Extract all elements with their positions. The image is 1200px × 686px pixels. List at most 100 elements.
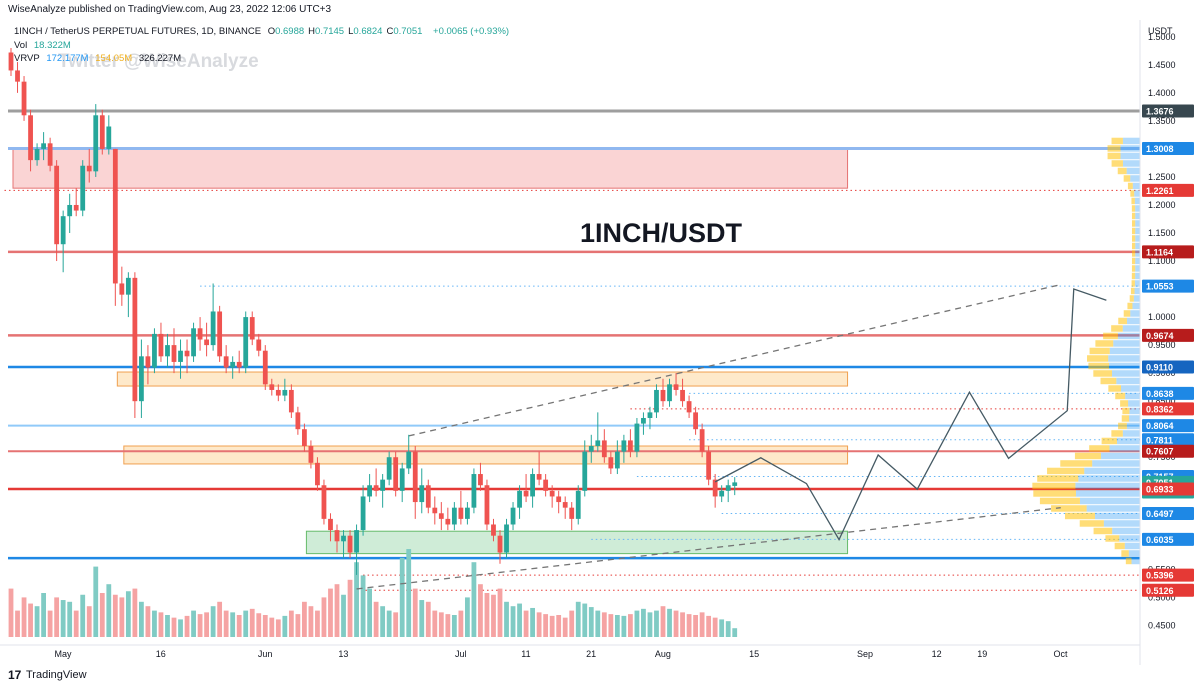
- legend-change: +0.0065 (+0.93%): [433, 26, 510, 37]
- vrvp-up-bar: [1135, 265, 1140, 272]
- price-label-bg: [1142, 279, 1194, 293]
- price-label-bg: [1142, 141, 1194, 155]
- candle-body: [517, 490, 522, 508]
- candle-body: [288, 389, 294, 413]
- time-tick-label: Sep: [857, 649, 873, 659]
- volume-bar: [341, 594, 346, 637]
- price-axis-bg: [1140, 20, 1200, 665]
- time-tick-label: 12: [932, 649, 942, 659]
- volume-layer: [8, 549, 738, 637]
- candle-body: [523, 490, 529, 497]
- candle-body: [399, 468, 405, 491]
- candle-body: [693, 412, 698, 430]
- candle-body: [732, 482, 738, 486]
- candle-body: [706, 451, 712, 480]
- volume-bar: [80, 594, 86, 637]
- supply-zone: [12, 148, 849, 189]
- price-label-bg: [1142, 386, 1194, 400]
- vrvp-up-bar: [1135, 235, 1140, 242]
- vrvp-up-bar: [1121, 385, 1140, 392]
- vrvp-up-bar: [1100, 452, 1140, 460]
- volume-bar: [171, 617, 177, 637]
- vrvp-down-bar: [1131, 197, 1135, 205]
- vrvp-down-bar: [1111, 160, 1123, 167]
- volume-bar: [380, 606, 386, 637]
- vrvp-up-bar: [1122, 137, 1140, 145]
- volume-bar: [393, 612, 399, 637]
- candle-body: [302, 429, 307, 447]
- time-tick-label: Jul: [455, 649, 467, 659]
- vrvp-down-bar: [1107, 152, 1121, 160]
- volume-bar: [288, 610, 294, 637]
- candle-body: [673, 384, 679, 390]
- vrvp-down-bar: [1115, 392, 1126, 400]
- vrvp-down-bar: [1118, 317, 1127, 325]
- vrvp-up-bar: [1134, 280, 1140, 287]
- candle-body: [445, 518, 451, 525]
- volume-bar: [732, 628, 738, 637]
- volume-bar: [106, 584, 112, 637]
- legend-ohlc-key: O: [267, 26, 276, 37]
- volume-bar: [282, 615, 288, 637]
- vrvp-down-bar: [1131, 205, 1136, 212]
- vrvp-down-bar: [1051, 505, 1087, 512]
- vrvp-down-bar: [1047, 467, 1085, 475]
- vrvp-down-bar: [1101, 437, 1117, 445]
- volume-bar: [67, 601, 73, 637]
- vrvp-up-bar: [1108, 355, 1140, 362]
- price-label: 1.2261: [1146, 186, 1174, 196]
- volume-bar: [628, 614, 633, 637]
- projection-path: [714, 288, 1107, 542]
- volume-bar: [575, 601, 581, 637]
- candle-body: [184, 350, 190, 357]
- volume-bar: [621, 615, 627, 637]
- candle-body: [171, 345, 177, 362]
- legend-vrvp-down: 154.05M: [95, 53, 133, 64]
- vrvp-down-bar: [1123, 175, 1131, 182]
- candle-body: [210, 311, 216, 346]
- volume-bar: [699, 612, 705, 637]
- candle-body: [667, 384, 672, 402]
- vrvp-down-bar: [1122, 407, 1130, 415]
- candle-body: [191, 328, 196, 357]
- vrvp-up-bar: [1130, 310, 1140, 317]
- candle-body: [8, 52, 14, 71]
- candle-body: [654, 389, 659, 413]
- vrvp-down-bar: [1089, 445, 1110, 452]
- candle-body: [497, 535, 503, 553]
- volume-bar: [295, 614, 301, 637]
- volume-bar: [451, 615, 457, 637]
- volume-bar: [458, 610, 464, 637]
- volume-bar: [497, 588, 503, 637]
- candle-body: [614, 451, 620, 469]
- vrvp-up-bar: [1086, 505, 1140, 512]
- tradingview-logo: 17: [8, 668, 22, 682]
- volume-bar: [21, 597, 27, 637]
- publisher-header: WiseAnalyze published on TradingView.com…: [0, 0, 1200, 19]
- demand-zone: [305, 530, 849, 555]
- volume-bar: [693, 615, 698, 637]
- volume-bar: [41, 593, 46, 637]
- legend-ohlc-key: L: [348, 26, 354, 37]
- volume-bar: [315, 610, 320, 637]
- candle-body: [262, 350, 268, 385]
- candle-body: [386, 457, 392, 480]
- candle-body: [295, 412, 301, 430]
- vrvp-down-bar: [1131, 220, 1136, 227]
- vrvp-up-bar: [1113, 340, 1140, 347]
- volume-bar: [60, 600, 66, 637]
- candle-body: [419, 485, 425, 503]
- volume-bar: [660, 606, 666, 637]
- vrvp-up-bar: [1117, 332, 1140, 340]
- volume-bar: [549, 615, 555, 637]
- legend-symbol: 1INCH / TetherUS PERPETUAL FUTURES, 1D, …: [14, 26, 262, 37]
- candle-body: [282, 389, 288, 396]
- candle-body: [60, 216, 66, 245]
- candle-body: [360, 496, 366, 531]
- price-label: 0.8638: [1146, 389, 1174, 399]
- candle-body: [269, 384, 275, 390]
- candle-body: [425, 485, 431, 508]
- vrvp-up-bar: [1094, 512, 1140, 520]
- vrvp-down-bar: [1131, 250, 1136, 257]
